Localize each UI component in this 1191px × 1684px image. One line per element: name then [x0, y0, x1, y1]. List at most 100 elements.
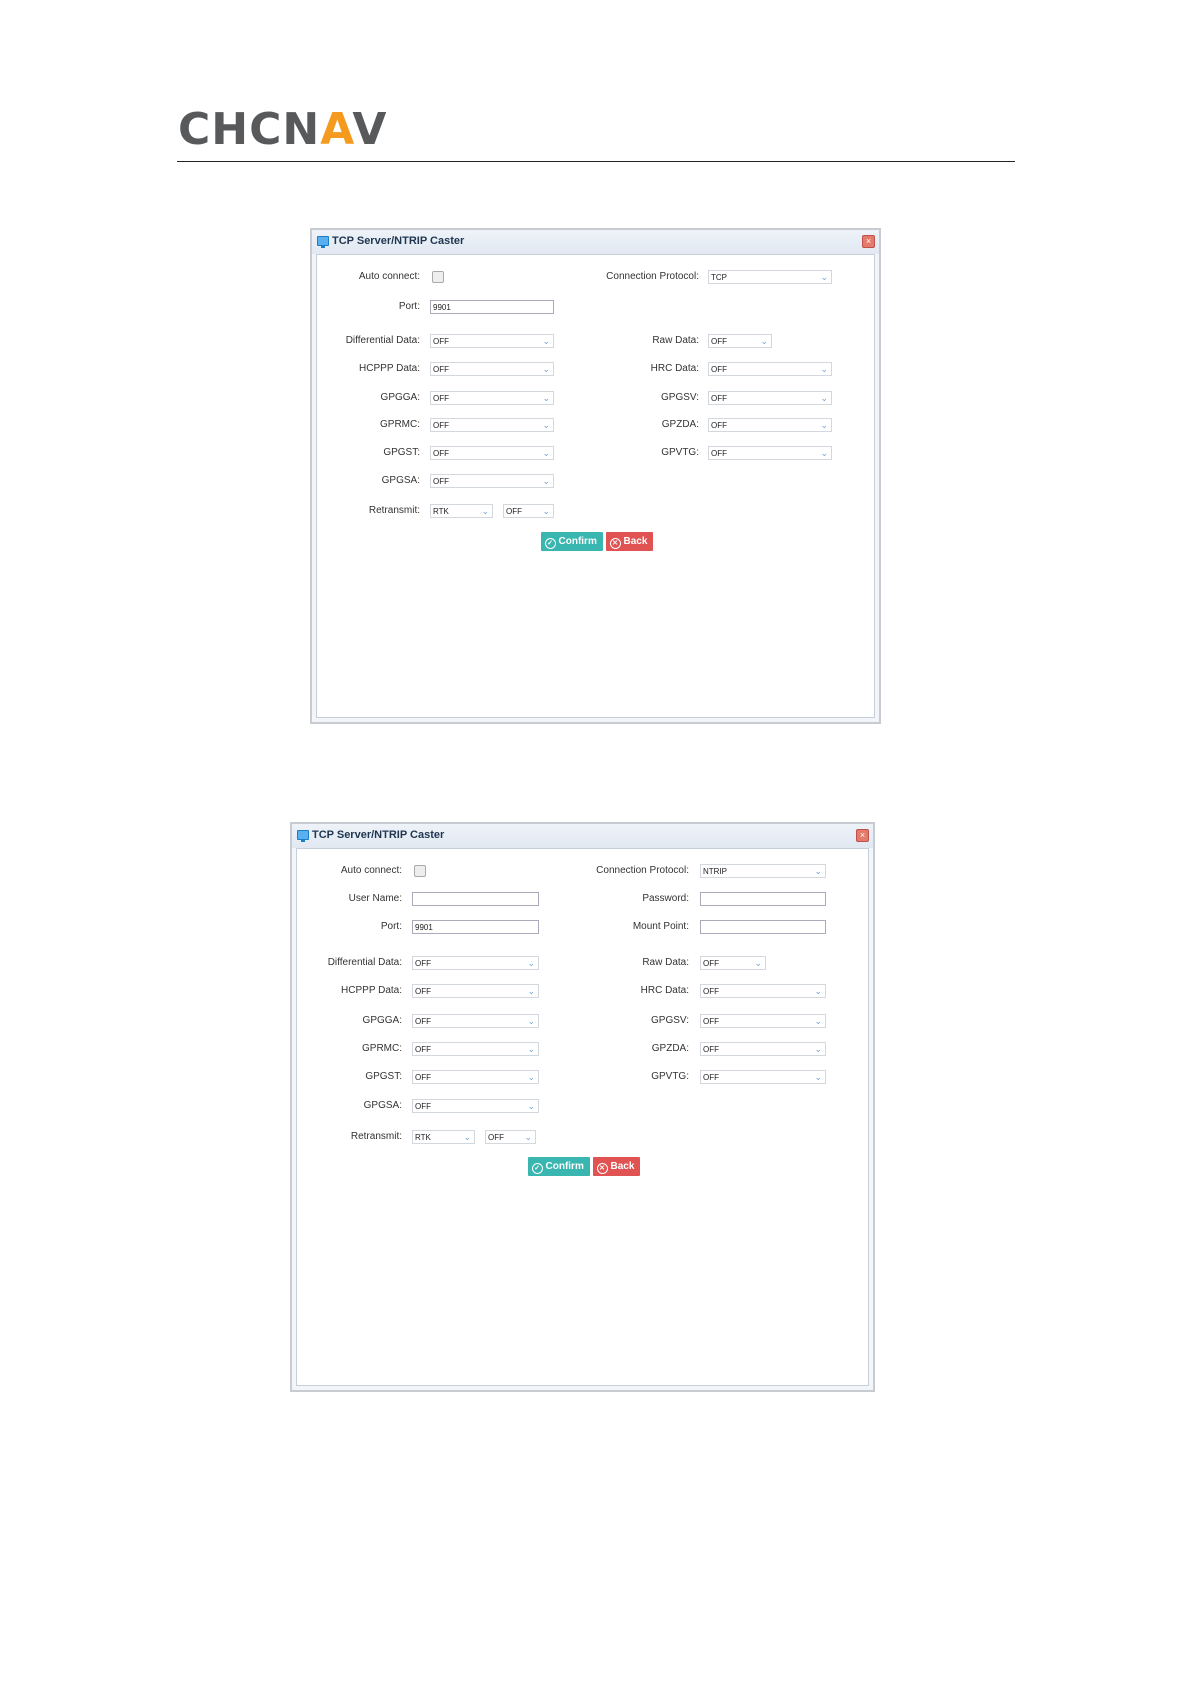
left-field-label: GPGST: — [383, 447, 420, 458]
left-field-select[interactable]: OFF ⌄ — [430, 362, 554, 376]
right-field-select[interactable]: OFF ⌄ — [700, 1014, 826, 1028]
retransmit-state-select[interactable]: OFF ⌄ — [485, 1130, 536, 1144]
right-field-label: GPZDA: — [661, 419, 699, 430]
connection-protocol-select-value: NTRIP — [703, 867, 727, 876]
close-icon[interactable]: × — [856, 829, 869, 842]
mount-point-input[interactable] — [700, 920, 826, 934]
left-field-select-value: OFF — [415, 987, 431, 996]
right-field-select-value: OFF — [711, 394, 727, 403]
chevron-down-icon: ⌄ — [542, 476, 550, 486]
right-field-select[interactable]: OFF ⌄ — [708, 418, 832, 432]
x-circle-icon: ✕ — [596, 1163, 608, 1174]
left-field-select[interactable]: OFF ⌄ — [430, 334, 554, 348]
back-button[interactable]: ✕ Back — [605, 532, 654, 551]
chevron-down-icon: ⌄ — [542, 336, 550, 346]
right-field-select-value: OFF — [703, 959, 719, 968]
confirm-label: Confirm — [558, 536, 597, 547]
right-field-select[interactable]: OFF ⌄ — [708, 362, 832, 376]
left-field-label: HCPPP Data: — [341, 985, 402, 996]
right-field-select[interactable]: OFF ⌄ — [700, 984, 826, 998]
confirm-label: Confirm — [545, 1161, 584, 1172]
left-field-label: GPGSA: — [363, 1100, 402, 1111]
right-field-select-value: OFF — [711, 449, 727, 458]
chevron-down-icon: ⌄ — [542, 364, 550, 374]
left-field-select[interactable]: OFF ⌄ — [412, 956, 539, 970]
chevron-down-icon: ⌄ — [542, 506, 550, 516]
port-input[interactable]: 9901 — [430, 300, 554, 314]
right-field-select[interactable]: OFF ⌄ — [708, 334, 772, 348]
left-field-select[interactable]: OFF ⌄ — [430, 446, 554, 460]
left-field-label: GPRMC: — [380, 419, 420, 430]
retransmit-state-select-value: OFF — [488, 1133, 504, 1142]
left-field-select[interactable]: OFF ⌄ — [412, 1070, 539, 1084]
password-input[interactable] — [700, 892, 826, 906]
left-field-label: GPGSA: — [381, 475, 420, 486]
left-field-select[interactable]: OFF ⌄ — [430, 474, 554, 488]
chevron-down-icon: ⌄ — [527, 1101, 535, 1111]
retransmit-state-select-value: OFF — [506, 507, 522, 516]
dialog-titlebar — [312, 230, 879, 254]
retransmit-label: Retransmit: — [350, 1131, 402, 1142]
right-field-select[interactable]: OFF ⌄ — [700, 956, 766, 970]
auto-connect-checkbox[interactable] — [414, 865, 426, 877]
right-field-select[interactable]: OFF ⌄ — [708, 391, 832, 405]
right-field-select-value: OFF — [711, 365, 727, 374]
connection-protocol-select[interactable]: NTRIP ⌄ — [700, 864, 826, 878]
chevron-down-icon: ⌄ — [820, 393, 828, 403]
retransmit-type-select[interactable]: RTK ⌄ — [412, 1130, 475, 1144]
chevron-down-icon: ⌄ — [820, 364, 828, 374]
left-field-select[interactable]: OFF ⌄ — [412, 1014, 539, 1028]
right-field-select[interactable]: OFF ⌄ — [708, 446, 832, 460]
chevron-down-icon: ⌄ — [527, 1016, 535, 1026]
auto-connect-checkbox[interactable] — [432, 271, 444, 283]
chevron-down-icon: ⌄ — [820, 420, 828, 430]
retransmit-label: Retransmit: — [368, 505, 420, 516]
x-circle-icon: ✕ — [609, 538, 621, 549]
close-icon[interactable]: × — [862, 235, 875, 248]
right-field-label: GPZDA: — [651, 1043, 689, 1054]
chevron-down-icon: ⌄ — [481, 506, 489, 516]
user-name-input[interactable] — [412, 892, 539, 906]
right-field-label: GPGSV: — [661, 392, 699, 403]
mount-point-label: Mount Point: — [632, 921, 689, 932]
left-field-select-value: OFF — [433, 421, 449, 430]
dialog-titlebar — [292, 824, 873, 848]
retransmit-state-select[interactable]: OFF ⌄ — [503, 504, 554, 518]
tcp-ntrip-dialog: TCP Server/NTRIP Caster × Auto connect: Con… — [290, 822, 875, 1392]
left-field-label: GPGST: — [365, 1071, 402, 1082]
back-button[interactable]: ✕ Back — [592, 1157, 641, 1176]
left-field-select[interactable]: OFF ⌄ — [412, 1042, 539, 1056]
left-field-label: GPRMC: — [362, 1043, 402, 1054]
chevron-down-icon: ⌄ — [820, 272, 828, 282]
port-input[interactable]: 9901 — [412, 920, 539, 934]
retransmit-type-select-value: RTK — [415, 1133, 431, 1142]
right-field-select[interactable]: OFF ⌄ — [700, 1070, 826, 1084]
confirm-button[interactable]: ✓ Confirm — [527, 1157, 590, 1176]
dialog-body — [316, 254, 875, 718]
check-circle-icon: ✓ — [544, 538, 556, 549]
chevron-down-icon: ⌄ — [527, 958, 535, 968]
left-field-select[interactable]: OFF ⌄ — [412, 984, 539, 998]
left-field-select[interactable]: OFF ⌄ — [430, 391, 554, 405]
confirm-button[interactable]: ✓ Confirm — [540, 532, 603, 551]
retransmit-type-select[interactable]: RTK ⌄ — [430, 504, 493, 518]
left-field-select-value: OFF — [415, 1102, 431, 1111]
connection-protocol-label: Connection Protocol: — [596, 865, 689, 876]
left-field-select-value: OFF — [415, 1073, 431, 1082]
right-field-select-value: OFF — [703, 987, 719, 996]
right-field-label: GPVTG: — [661, 447, 699, 458]
chevron-down-icon: ⌄ — [524, 1132, 532, 1142]
left-field-select[interactable]: OFF ⌄ — [430, 418, 554, 432]
chevron-down-icon: ⌄ — [542, 448, 550, 458]
right-field-select[interactable]: OFF ⌄ — [700, 1042, 826, 1056]
chcnav-logo: CHCNAV — [178, 104, 388, 155]
right-field-select-value: OFF — [703, 1073, 719, 1082]
left-field-select-value: OFF — [433, 365, 449, 374]
chevron-down-icon: ⌄ — [760, 336, 768, 346]
left-field-select[interactable]: OFF ⌄ — [412, 1099, 539, 1113]
user-name-label: User Name: — [348, 893, 402, 904]
left-field-label: GPGGA: — [380, 392, 420, 403]
connection-protocol-select[interactable]: TCP ⌄ — [708, 270, 832, 284]
monitor-icon — [297, 830, 309, 842]
